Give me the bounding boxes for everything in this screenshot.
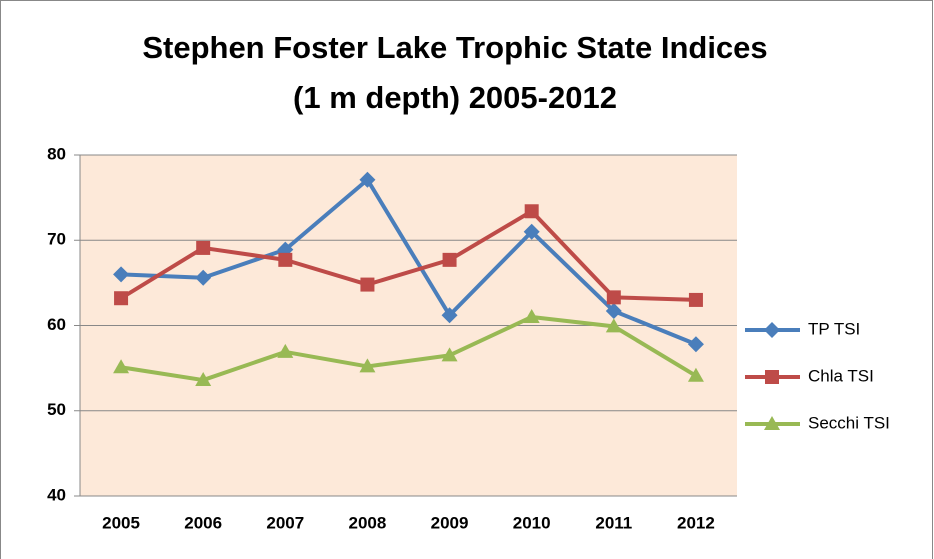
y-tick-label: 40 xyxy=(47,485,66,504)
x-tick-label: 2008 xyxy=(349,513,387,532)
x-tick-label: 2005 xyxy=(102,513,140,532)
legend-label: TP TSI xyxy=(808,319,860,338)
y-tick-label: 70 xyxy=(47,230,66,249)
legend-label: Chla TSI xyxy=(808,366,874,385)
data-point xyxy=(113,359,130,374)
data-point xyxy=(687,336,704,353)
data-point xyxy=(196,240,211,255)
data-point xyxy=(688,292,703,307)
chart-title: Stephen Foster Lake Trophic State Indice… xyxy=(142,30,767,65)
y-tick-label: 50 xyxy=(47,400,66,419)
x-tick-label: 2006 xyxy=(184,513,222,532)
legend-marker xyxy=(764,416,780,430)
data-point xyxy=(442,252,457,267)
data-point xyxy=(441,347,458,362)
data-point xyxy=(441,307,458,324)
y-tick-label: 60 xyxy=(47,315,66,334)
x-tick-label: 2010 xyxy=(513,513,551,532)
data-point xyxy=(524,204,539,219)
legend-marker xyxy=(764,322,780,338)
x-tick-label: 2009 xyxy=(431,513,469,532)
data-point xyxy=(359,171,376,188)
data-point xyxy=(114,291,129,306)
data-point xyxy=(605,318,622,333)
x-tick-label: 2007 xyxy=(266,513,304,532)
legend-marker xyxy=(765,370,779,384)
data-point xyxy=(523,308,540,323)
data-point xyxy=(523,223,540,240)
series-line xyxy=(120,177,697,347)
x-tick-label: 2012 xyxy=(677,513,715,532)
series-line xyxy=(120,209,696,302)
data-point xyxy=(605,303,622,320)
chart-title: (1 m depth) 2005-2012 xyxy=(293,80,617,115)
y-tick-label: 80 xyxy=(47,144,66,163)
data-point xyxy=(277,343,294,358)
data-point xyxy=(606,290,621,305)
legend-label: Secchi TSI xyxy=(808,413,890,432)
x-tick-label: 2011 xyxy=(595,513,632,532)
data-point xyxy=(195,372,212,387)
data-point xyxy=(359,358,376,373)
series-line xyxy=(120,314,697,383)
data-point xyxy=(278,252,293,267)
data-point xyxy=(360,277,375,292)
data-point xyxy=(687,367,704,382)
data-point xyxy=(113,266,130,283)
data-point xyxy=(195,269,212,286)
